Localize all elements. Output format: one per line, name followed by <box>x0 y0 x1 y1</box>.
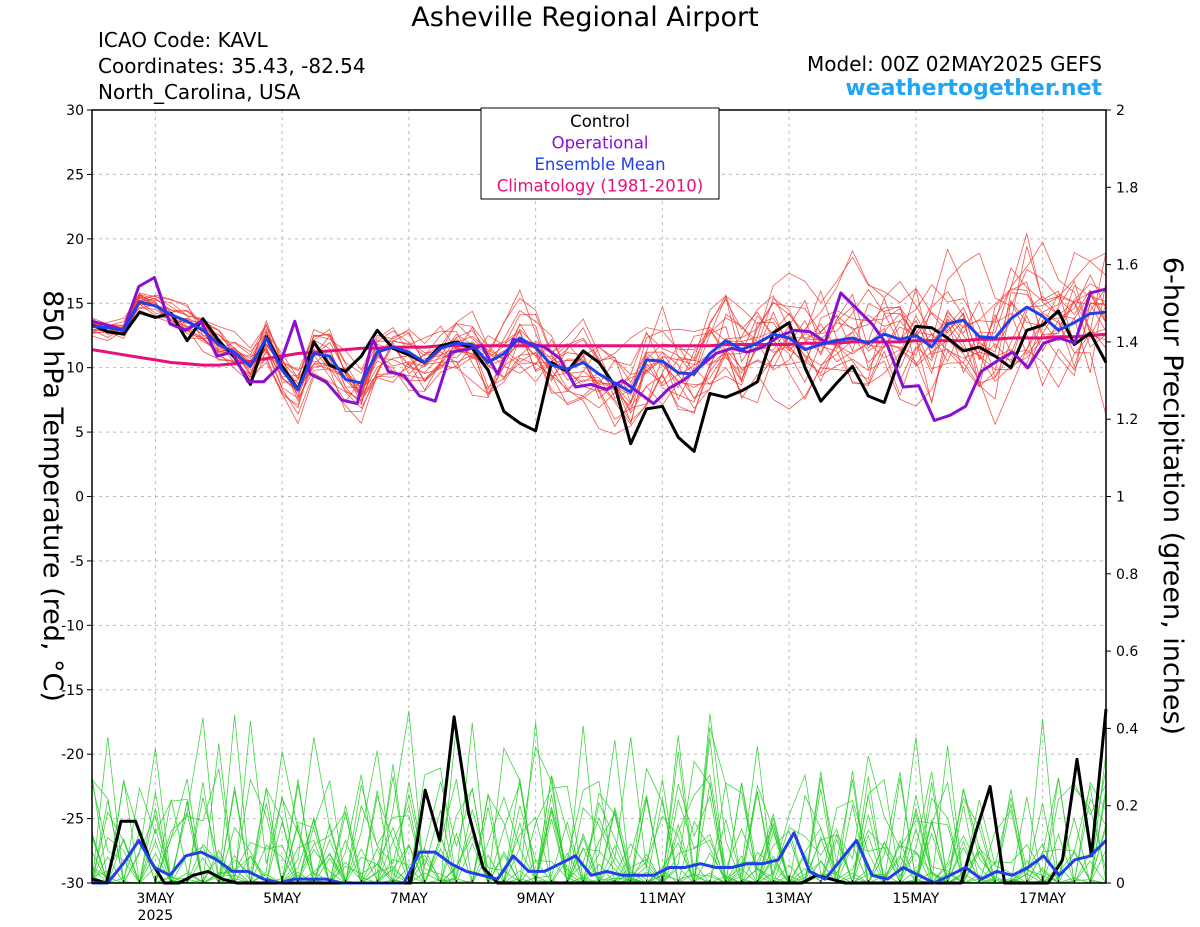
legend-entry: Operational <box>552 134 649 153</box>
y-tick-label: 25 <box>66 167 84 183</box>
y-tick-label: 0 <box>75 490 84 506</box>
chart-title: Asheville Regional Airport <box>411 2 759 33</box>
axes: 302520151050-5-10-15-20-25-3021.81.61.41… <box>37 103 1188 924</box>
precip-member-line <box>91 737 1107 885</box>
temp-member-line <box>91 293 1107 420</box>
region-label: North_Carolina, USA <box>98 80 301 104</box>
y2-tick-label: 0.4 <box>1116 721 1138 737</box>
ensemble-mean-line <box>91 300 1107 394</box>
website-link[interactable]: weathertogether.net <box>845 76 1102 101</box>
ensemble-mean-precip-line <box>92 831 1108 885</box>
legend-entry: Climatology (1981-2010) <box>497 177 703 196</box>
grid-lines <box>92 110 1106 883</box>
y2-tick-label: 0 <box>1116 876 1125 892</box>
y2-tick-label: 1.4 <box>1116 335 1138 351</box>
x-tick-label: 17MAY <box>1019 891 1066 907</box>
precip-member-line <box>91 727 1107 885</box>
chart-legend: Control Operational Ensemble Mean Climatolo… <box>480 107 720 200</box>
legend-entry: Ensemble Mean <box>534 155 665 174</box>
y-tick-label: 15 <box>66 296 84 312</box>
x-tick-label: 9MAY <box>517 891 555 907</box>
control-precip-line <box>91 708 1108 885</box>
y2-tick-label: 1.6 <box>1116 258 1138 274</box>
legend-entry: Control <box>570 112 630 131</box>
legend-box <box>480 107 720 200</box>
y-tick-label: -25 <box>61 812 84 828</box>
precip-member-line <box>91 745 1107 885</box>
y-tick-label: 20 <box>66 232 84 248</box>
ensemble-members <box>91 232 1107 885</box>
icao-code: ICAO Code: KAVL <box>98 28 268 52</box>
x-tick-label: 11MAY <box>639 891 686 907</box>
y2-tick-label: 0.6 <box>1116 644 1138 660</box>
y2-tick-label: 0.2 <box>1116 799 1138 815</box>
operational-line <box>91 276 1107 422</box>
highlight-series <box>91 276 1108 885</box>
temp-member-line <box>91 280 1107 409</box>
y-tick-label: -5 <box>70 554 84 570</box>
precip-member-line <box>91 736 1107 885</box>
x-tick-label: 5MAY <box>263 891 301 907</box>
y-tick-label: 10 <box>66 361 84 377</box>
precip-member-line <box>91 751 1106 885</box>
y2-tick-label: 1 <box>1116 490 1125 506</box>
x-tick-label: 3MAY <box>136 891 174 907</box>
y2-tick-label: 2 <box>1116 103 1125 119</box>
y-tick-label: -10 <box>61 618 84 634</box>
y-tick-label: 5 <box>75 425 84 441</box>
y2-tick-label: 1.8 <box>1116 180 1138 196</box>
x-tick-label: 13MAY <box>766 891 813 907</box>
control-line <box>91 309 1108 453</box>
y2-axis-label: 6-hour Precipitation (green, inches) <box>1157 257 1188 735</box>
model-run-label: Model: 00Z 02MAY2025 GEFS <box>807 52 1102 76</box>
precip-member-line <box>91 739 1107 885</box>
precip-member-line <box>91 735 1107 885</box>
x-tick-label: 15MAY <box>892 891 939 907</box>
x-tick-label: 7MAY <box>390 891 428 907</box>
precip-member-line <box>91 746 1106 885</box>
y-tick-label: -20 <box>61 747 84 763</box>
temp-member-line <box>91 287 1107 415</box>
y-tick-label: 30 <box>66 103 84 119</box>
y-axis-label: 850 hPa Temperature (red, °C) <box>37 290 68 702</box>
y2-tick-label: 1.2 <box>1116 412 1138 428</box>
y-tick-label: -15 <box>61 683 84 699</box>
x-tick-sublabel: 2025 <box>138 908 174 924</box>
precip-member-line <box>91 743 1107 884</box>
temp-member-line <box>91 232 1107 404</box>
y2-tick-label: 0.8 <box>1116 567 1138 583</box>
y-tick-label: -30 <box>61 876 84 892</box>
coordinates: Coordinates: 35.43, -82.54 <box>98 54 366 78</box>
